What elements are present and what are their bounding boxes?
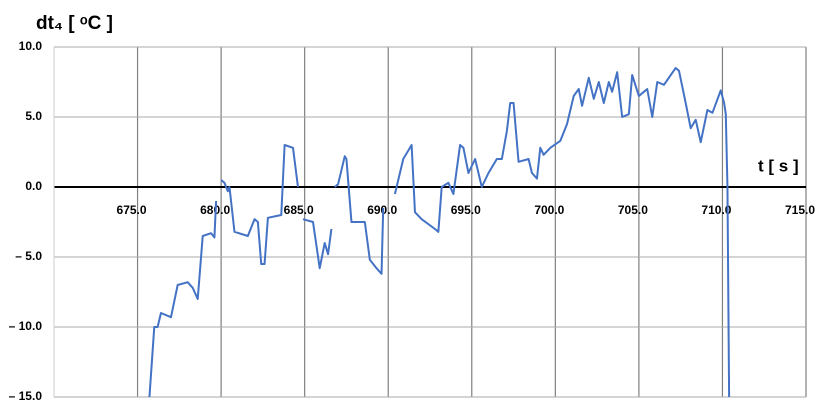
y-tick-label: – 10.0 [9, 319, 43, 333]
x-axis-title: t [ s ] [758, 156, 799, 175]
x-tick-label: 705.0 [618, 203, 648, 217]
y-axis-title: dt₄ [ ᵒC ] [36, 13, 113, 34]
y-tick-label: – 5.0 [15, 249, 42, 263]
x-tick-label: 675.0 [117, 203, 147, 217]
x-tick-label: 700.0 [534, 203, 564, 217]
y-tick-label: 5.0 [25, 109, 42, 123]
y-tick-label: – 15.0 [9, 389, 43, 403]
x-tick-label: 715.0 [785, 203, 815, 217]
x-tick-label: 710.0 [701, 203, 731, 217]
y-tick-label: 0.0 [25, 179, 42, 193]
data-line [148, 67, 731, 397]
y-tick-label: 10.0 [19, 39, 43, 53]
x-tick-label: 695.0 [451, 203, 481, 217]
plot-area [148, 67, 731, 397]
tick-labels: 675.0 680.0 685.0 690.0 695.0 700.0 705.0 710.0… [9, 39, 816, 403]
x-tick-label: 685.0 [284, 203, 314, 217]
grid [53, 46, 807, 398]
